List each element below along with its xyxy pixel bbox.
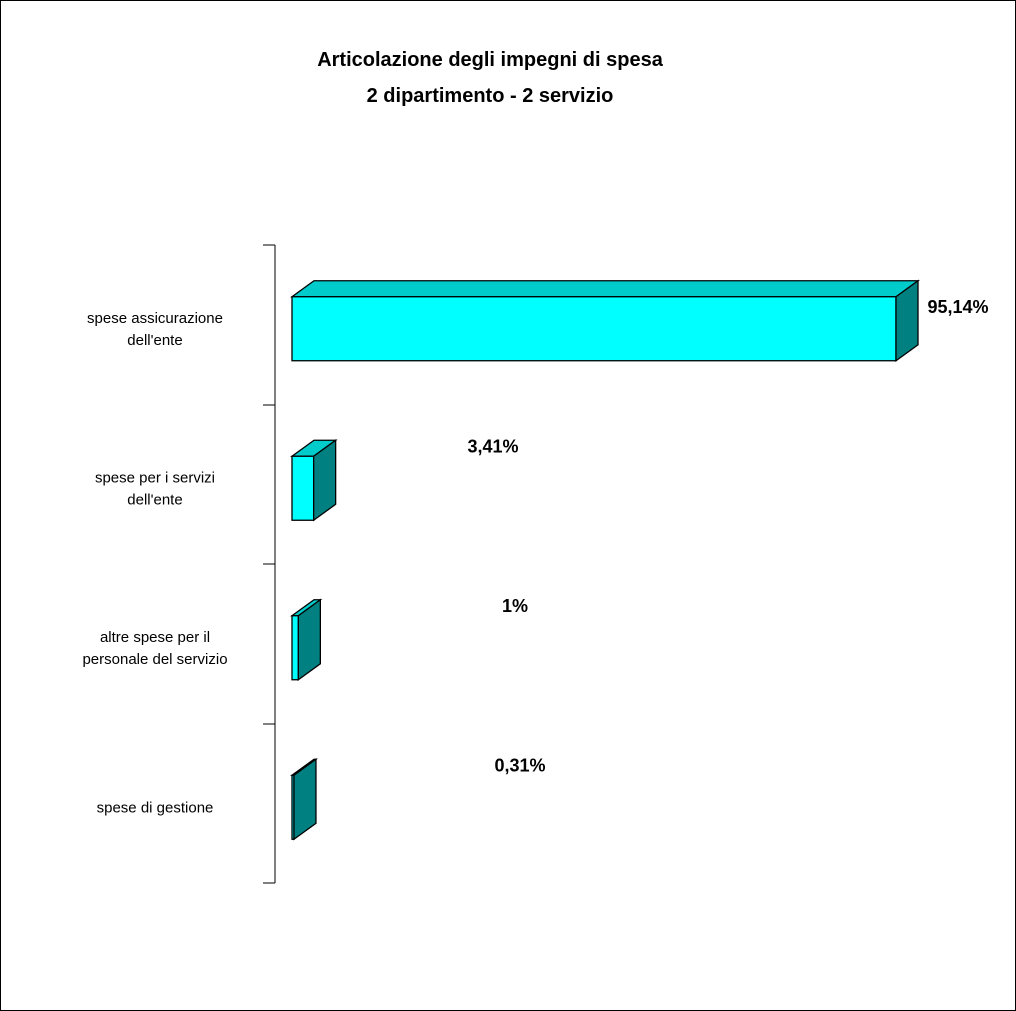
bar-front-face <box>291 615 299 681</box>
bar <box>290 279 920 363</box>
category-label: spese assicurazione <box>87 310 223 327</box>
bar-side-face <box>312 438 337 522</box>
category-label: spese per i servizi <box>95 469 215 486</box>
bar-front-face <box>291 455 315 521</box>
value-label: 0,31% <box>494 755 545 775</box>
category-label: personale del servizio <box>82 651 227 668</box>
chart-title-line-2: 2 dipartimento - 2 servizio <box>367 85 614 107</box>
chart-title-line-1: Articolazione degli impegni di spesa <box>317 49 664 71</box>
bar <box>290 438 338 522</box>
value-label: 95,14% <box>927 297 988 317</box>
bar <box>290 757 318 841</box>
bar-side-face <box>895 279 919 363</box>
chart-title: Articolazione degli impegni di spesa 2 d… <box>317 49 664 107</box>
bar-side-face <box>293 757 317 841</box>
bar <box>290 598 323 682</box>
bar-side-face <box>297 598 321 682</box>
category-axis <box>263 244 276 884</box>
value-labels: 95,14% 3,41% 1% 0,31% <box>467 297 988 776</box>
category-label: dell'ente <box>127 332 182 349</box>
category-label: altre spese per il <box>100 629 210 646</box>
bar-top-face <box>290 280 920 298</box>
value-label: 3,41% <box>467 436 518 456</box>
bars <box>290 279 920 841</box>
category-labels: spese assicurazione dell'ente spese per i … <box>82 310 227 817</box>
category-label: spese di gestione <box>97 799 214 816</box>
value-label: 1% <box>502 596 528 616</box>
category-label: dell'ente <box>127 491 182 508</box>
bar-front-face <box>291 296 897 362</box>
